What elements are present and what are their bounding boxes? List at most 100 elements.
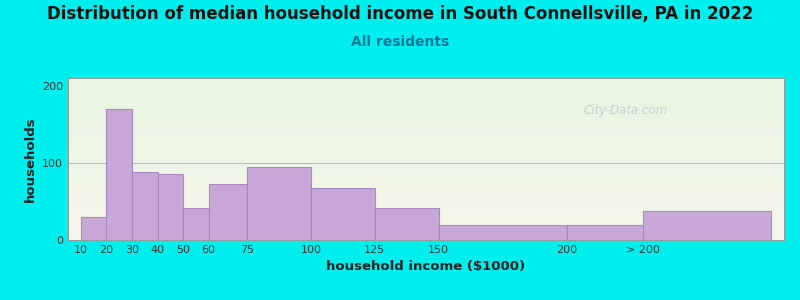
Bar — [68, 166, 784, 167]
Bar — [68, 98, 784, 99]
Bar — [68, 172, 784, 173]
Bar — [68, 146, 784, 147]
Bar — [68, 224, 784, 225]
Bar — [68, 158, 784, 159]
Bar — [68, 116, 784, 117]
Bar — [68, 169, 784, 170]
Bar — [106, 109, 132, 240]
Bar — [68, 180, 784, 181]
Bar — [68, 236, 784, 237]
Bar — [68, 93, 784, 94]
Bar — [68, 108, 784, 109]
Bar — [68, 142, 784, 143]
Bar — [68, 225, 784, 226]
Bar — [68, 165, 784, 166]
Bar — [68, 150, 784, 151]
Bar — [68, 156, 784, 157]
Bar — [68, 147, 784, 148]
Bar — [68, 143, 784, 144]
Bar — [375, 208, 438, 240]
Bar — [68, 78, 784, 79]
Bar — [68, 125, 784, 126]
Bar — [68, 117, 784, 118]
Bar — [68, 118, 784, 119]
Bar — [68, 144, 784, 145]
Bar — [183, 208, 209, 240]
Bar — [68, 210, 784, 211]
Bar — [68, 82, 784, 83]
Bar — [68, 227, 784, 228]
Bar — [68, 175, 784, 176]
Bar — [68, 174, 784, 175]
Bar — [68, 169, 784, 170]
Bar — [68, 97, 784, 98]
Bar — [68, 114, 784, 115]
Bar — [68, 119, 784, 120]
Bar — [68, 83, 784, 84]
Bar — [68, 179, 784, 180]
Bar — [311, 188, 375, 240]
Bar — [68, 239, 784, 240]
Bar — [68, 101, 784, 102]
Bar — [68, 121, 784, 122]
Bar — [68, 217, 784, 218]
Bar — [438, 225, 566, 240]
Bar — [68, 202, 784, 203]
Bar — [68, 151, 784, 152]
Bar — [68, 213, 784, 214]
Bar — [68, 184, 784, 185]
Bar — [68, 152, 784, 153]
Bar — [68, 96, 784, 97]
Bar — [68, 188, 784, 189]
Bar — [68, 235, 784, 236]
Bar — [81, 217, 106, 240]
Bar — [68, 163, 784, 164]
Bar — [68, 136, 784, 137]
Bar — [68, 86, 784, 87]
Bar — [68, 177, 784, 178]
Bar — [68, 99, 784, 100]
Bar — [68, 157, 784, 158]
Bar — [68, 231, 784, 232]
Bar — [68, 223, 784, 224]
Bar — [68, 112, 784, 113]
Bar — [68, 194, 784, 195]
Bar — [68, 107, 784, 108]
Bar — [68, 183, 784, 184]
Bar — [68, 127, 784, 128]
Bar — [68, 228, 784, 229]
Bar — [68, 198, 784, 199]
Bar — [68, 84, 784, 85]
Bar — [643, 211, 771, 240]
Text: Distribution of median household income in South Connellsville, PA in 2022: Distribution of median household income … — [47, 4, 753, 22]
Bar — [247, 167, 311, 240]
Bar — [68, 230, 784, 231]
Bar — [68, 191, 784, 192]
Bar — [68, 186, 784, 187]
Bar — [68, 132, 784, 133]
Bar — [68, 189, 784, 190]
Bar — [68, 216, 784, 217]
Bar — [68, 192, 784, 193]
Bar — [68, 124, 784, 125]
Bar — [68, 89, 784, 90]
Bar — [68, 220, 784, 221]
Bar — [68, 103, 784, 104]
Bar — [68, 141, 784, 142]
Bar — [68, 94, 784, 95]
Bar — [68, 140, 784, 141]
Bar — [68, 91, 784, 92]
Bar — [68, 79, 784, 80]
Bar — [68, 178, 784, 179]
Bar — [68, 154, 784, 155]
Bar — [68, 234, 784, 235]
Bar — [68, 200, 784, 201]
Bar — [68, 90, 784, 91]
Bar — [68, 233, 784, 234]
Bar — [68, 176, 784, 177]
Bar — [68, 88, 784, 89]
Bar — [68, 214, 784, 215]
Bar — [68, 87, 784, 88]
Bar — [68, 205, 784, 206]
Bar — [68, 238, 784, 239]
